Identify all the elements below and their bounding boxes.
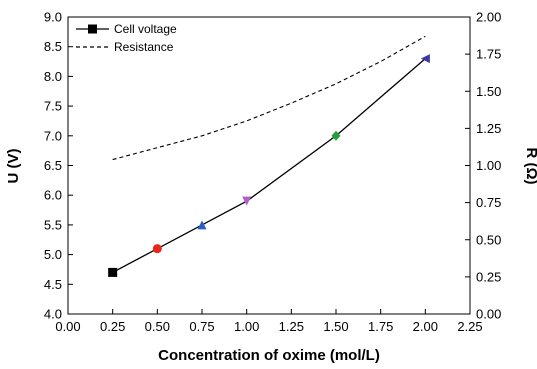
y-tick-label: 7.0 [44, 128, 62, 143]
x-tick-label: 1.50 [323, 319, 348, 334]
y-tick-label: 8.5 [44, 39, 62, 54]
x-tick-label: 0.00 [55, 319, 80, 334]
series-layer [108, 35, 430, 277]
data-point [420, 54, 430, 64]
plot-frame [67, 16, 471, 315]
x-tick-label: 0.75 [189, 319, 214, 334]
data-point [108, 267, 118, 277]
x-tick-label: 2.25 [457, 319, 482, 334]
data-point [197, 220, 207, 230]
y-tick-label: 6.0 [44, 188, 62, 203]
y2-tick-label: 1.75 [476, 47, 501, 62]
data-point [88, 24, 97, 34]
data-point [152, 244, 162, 254]
ticks-layer: 0.00 0.25 0.50 0.75 1.00 1.25 1.50 1.75 2.00 2.25… [44, 10, 501, 335]
x-tick-label: 1.25 [279, 319, 304, 334]
x-tick-label: 0.25 [100, 319, 125, 334]
y-axis-title: U (V) [5, 149, 22, 184]
y2-tick-label: 0.75 [476, 195, 501, 210]
y2-tick-label: 1.00 [476, 158, 501, 173]
y-tick-label: 6.5 [44, 158, 62, 173]
x-axis-title: Concentration of oxime (mol/L) [158, 347, 380, 364]
y-tick-label: 5.5 [44, 217, 62, 232]
y2-tick-label: 1.25 [476, 121, 501, 136]
data-point [331, 130, 341, 141]
y2-tick-label: 0.00 [476, 307, 501, 322]
y-tick-label: 4.0 [44, 307, 62, 322]
y-tick-label: 5.0 [44, 247, 62, 262]
x-tick-label: 2.00 [413, 319, 438, 334]
resistance-line [112, 35, 426, 161]
cell-voltage-line [112, 58, 426, 273]
y-tick-label: 4.5 [44, 277, 62, 292]
y-tick-label: 8.0 [44, 69, 62, 84]
y2-tick-label: 2.00 [476, 10, 501, 25]
legend-label: Resistance [114, 40, 174, 54]
y2-tick-label: 0.25 [476, 269, 501, 284]
legend-label: Cell voltage [114, 22, 177, 36]
legend: Cell voltage Resistance [76, 22, 177, 54]
x-tick-label: 0.50 [145, 319, 170, 334]
y2-tick-label: 1.50 [476, 84, 501, 99]
x-tick-label: 1.75 [368, 319, 393, 334]
y2-tick-label: 0.50 [476, 232, 501, 247]
y-tick-label: 9.0 [44, 10, 62, 25]
y-tick-label: 7.5 [44, 99, 62, 114]
y2-axis-title: R (Ω) [523, 147, 537, 184]
data-point [242, 196, 252, 206]
x-tick-label: 1.00 [234, 319, 259, 334]
